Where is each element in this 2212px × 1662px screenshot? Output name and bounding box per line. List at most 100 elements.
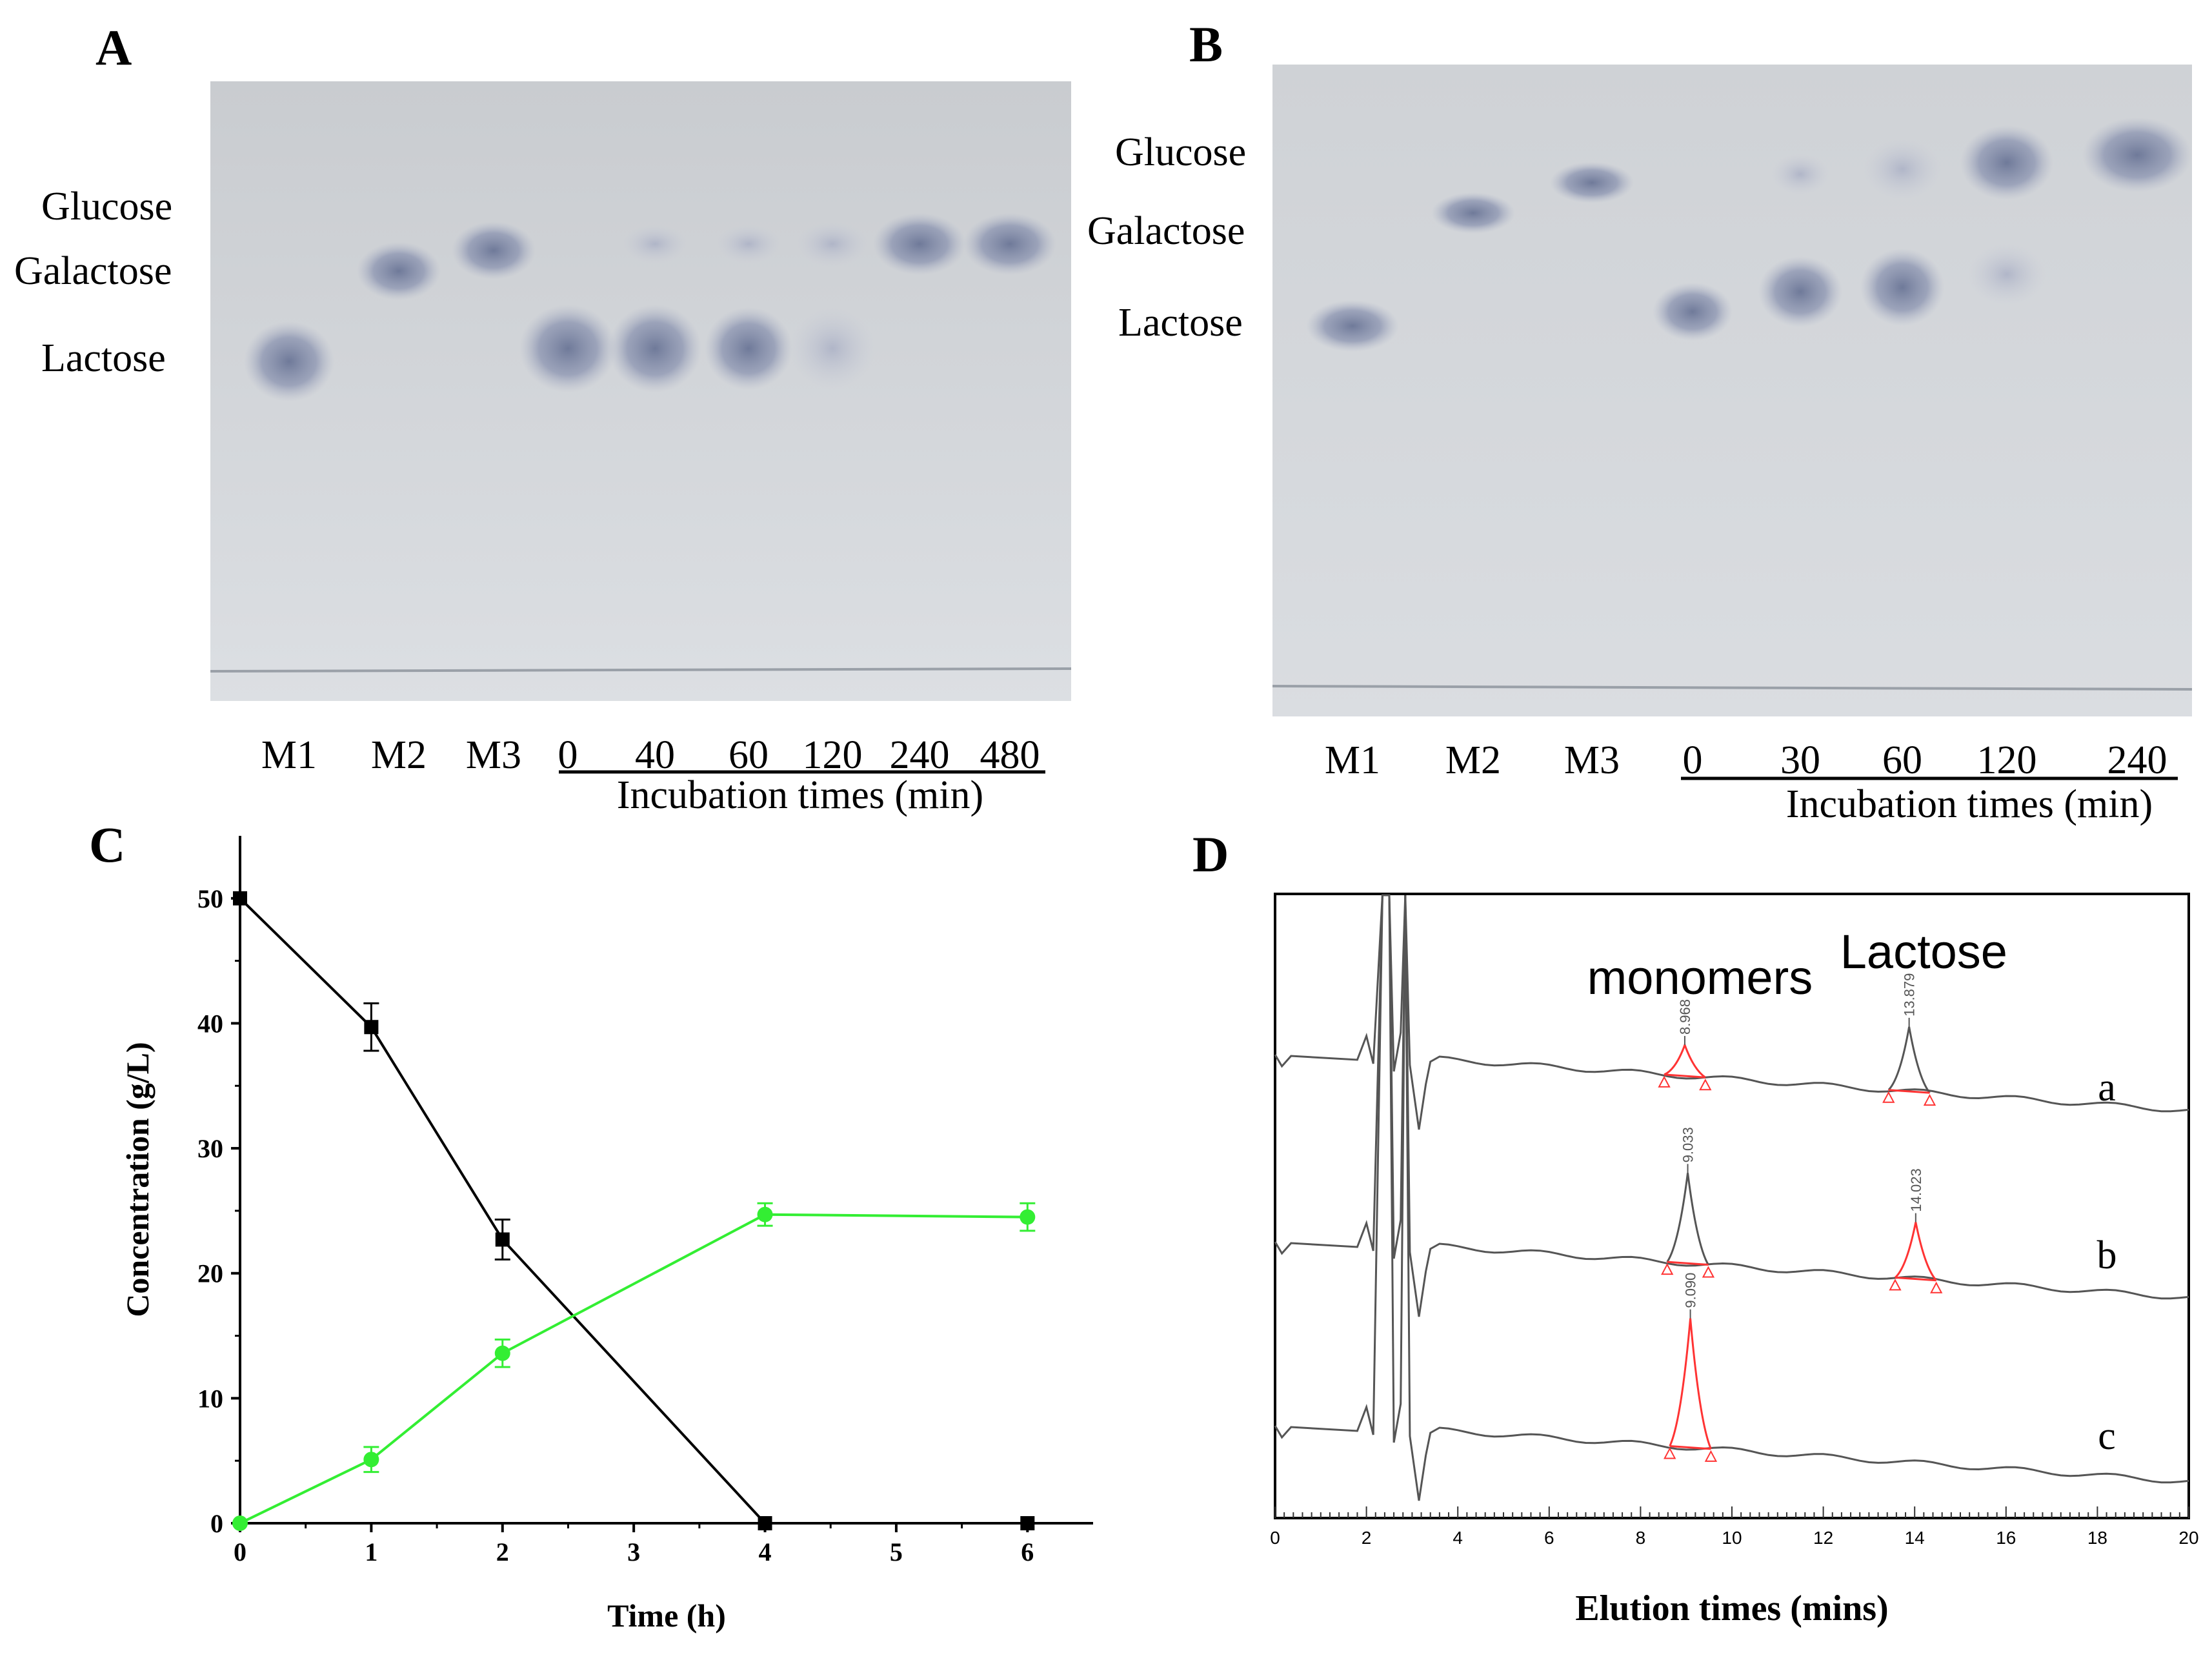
integration-marker [1658, 1075, 1671, 1088]
y-tick-label: 30 [197, 1134, 223, 1163]
panel-b: B Glucose Galactose Lactose M1 M2 M3 0 3… [1087, 16, 2193, 826]
tlc-spot [705, 307, 792, 390]
chromatogram-peak [1669, 1318, 1712, 1450]
x-tick-label: 6 [1021, 1537, 1034, 1566]
integration-baseline [1888, 1089, 1930, 1094]
panel-d-chart: 0 2 4 6 8 10 12 14 16 18 20 Elution times (mins) mon… [1270, 893, 2199, 1628]
x-tick-label: 0 [234, 1537, 246, 1566]
data-point-circle [363, 1452, 379, 1468]
y-axis-title: Concentration (g/L) [119, 1042, 156, 1317]
x-tick-label: 8 [1636, 1528, 1646, 1548]
x-tick-label: 18 [2087, 1528, 2107, 1548]
panel-d-label: D [1192, 826, 1229, 882]
tlc-spot [452, 221, 536, 279]
peak-retention-time: 13.879 [1902, 973, 1918, 1017]
y-tick-label: 0 [210, 1509, 223, 1538]
lane-label: 30 [1780, 738, 1820, 782]
tlc-a-lanes: M1 M2 M3 0 40 60 120 240 480 [261, 733, 1040, 777]
panel-d: D 0 2 4 6 8 10 12 14 16 18 20 Elution times (mins) m… [1192, 826, 2199, 1628]
integration-marker [1923, 1093, 1936, 1106]
tlc-plate-b-baseline [1272, 685, 2193, 691]
data-point-square [495, 1232, 510, 1247]
tlc-a-caption: Incubation times (min) [617, 773, 983, 817]
tlc-spot [1864, 138, 1941, 200]
integration-marker [1882, 1091, 1895, 1103]
chromatogram-peak [1887, 1026, 1931, 1094]
tlc-spot [873, 213, 966, 275]
tlc-spot [357, 242, 441, 300]
y-tick-label: 10 [197, 1384, 223, 1413]
tlc-b-label-lactose: Lactose [1118, 301, 1243, 345]
peak-retention-time: 14.023 [1908, 1168, 1924, 1211]
tlc-spot [1771, 154, 1829, 195]
lane-label: 480 [980, 733, 1040, 777]
chromatogram-trace-c [1274, 894, 2189, 1501]
panel-a: A Glucose Galactose Lactose M1 M2 M3 0 4… [14, 19, 1072, 817]
x-tick-label: 2 [496, 1537, 509, 1566]
x-tick-label: 12 [1813, 1528, 1833, 1548]
panel-b-label: B [1189, 16, 1223, 72]
integration-marker [1664, 1447, 1676, 1459]
tlc-spot [1653, 283, 1733, 341]
lane-label: 60 [729, 733, 769, 777]
peak-retention-time: 9.033 [1680, 1127, 1696, 1162]
x-tick-label: 10 [1722, 1528, 1742, 1548]
data-point-square [758, 1516, 772, 1530]
peak-retention-time: 8.968 [1677, 999, 1693, 1035]
tlc-b-label-glucose: Glucose [1115, 130, 1246, 174]
data-point-circle [494, 1345, 510, 1361]
x-tick-label: 3 [627, 1537, 640, 1566]
lane-label: M3 [466, 733, 521, 777]
peak-group-label-lactose: Lactose [1840, 925, 2007, 978]
peak-group-label-monomers: monomers [1587, 951, 1813, 1004]
lane-label: M2 [1445, 738, 1501, 782]
y-tick-label: 40 [197, 1009, 223, 1038]
tlc-spot [1306, 300, 1399, 352]
tlc-a-label-glucose: Glucose [41, 185, 172, 228]
series-line-0 [239, 897, 1028, 1525]
x-tick-label: 14 [1905, 1528, 1925, 1548]
data-point-circle [1020, 1209, 1036, 1225]
tlc-plate-b-spots [1306, 117, 2192, 352]
chromatogram-trace-a [1274, 894, 2189, 1130]
panel-c-chart: 0 1 2 3 4 5 6 0 10 20 30 40 50 Time (h) Concentration … [119, 836, 1093, 1634]
tlc-spot [1550, 162, 1634, 203]
tlc-plate-a-baseline [210, 667, 1072, 673]
lane-label: M1 [1325, 738, 1380, 782]
x-tick-label: 4 [1453, 1528, 1463, 1548]
chromatogram-peak [1666, 1173, 1709, 1266]
integration-marker [1661, 1263, 1674, 1275]
lane-label: 240 [890, 733, 950, 777]
integration-baseline [1667, 1261, 1709, 1266]
panel-a-label: A [96, 19, 132, 76]
data-point-square [364, 1020, 379, 1035]
peak-retention-time: 9.090 [1683, 1273, 1699, 1308]
x-tick-label: 16 [1996, 1528, 2016, 1548]
data-point-square [1020, 1516, 1035, 1530]
tlc-spot [608, 305, 701, 392]
lane-label: M1 [261, 733, 317, 777]
integration-baseline [1895, 1276, 1936, 1282]
tlc-b-label-galactose: Galactose [1087, 209, 1245, 253]
lane-label: 120 [1977, 738, 2037, 782]
y-tick-label: 50 [197, 884, 223, 913]
lane-label: 40 [635, 733, 675, 777]
data-point-circle [757, 1206, 773, 1222]
lane-label: 120 [803, 733, 863, 777]
data-point-square [233, 891, 247, 906]
lane-label: 240 [2107, 738, 2167, 782]
integration-marker [1889, 1279, 1902, 1291]
y-tick-label: 20 [197, 1259, 223, 1288]
x-axis-title: Time (h) [607, 1597, 726, 1634]
trace-name-c: c [2098, 1414, 2116, 1458]
tlc-spot [797, 221, 868, 267]
tlc-a-label-galactose: Galactose [14, 249, 172, 293]
tlc-spot [716, 225, 781, 263]
tlc-spot [519, 305, 616, 392]
x-tick-label: 2 [1362, 1528, 1372, 1548]
integration-baseline [1669, 1444, 1711, 1450]
trace-name-b: b [2097, 1233, 2117, 1277]
integration-marker [1704, 1450, 1718, 1462]
x-tick-label: 1 [365, 1537, 377, 1566]
lane-label: 0 [1683, 738, 1703, 782]
